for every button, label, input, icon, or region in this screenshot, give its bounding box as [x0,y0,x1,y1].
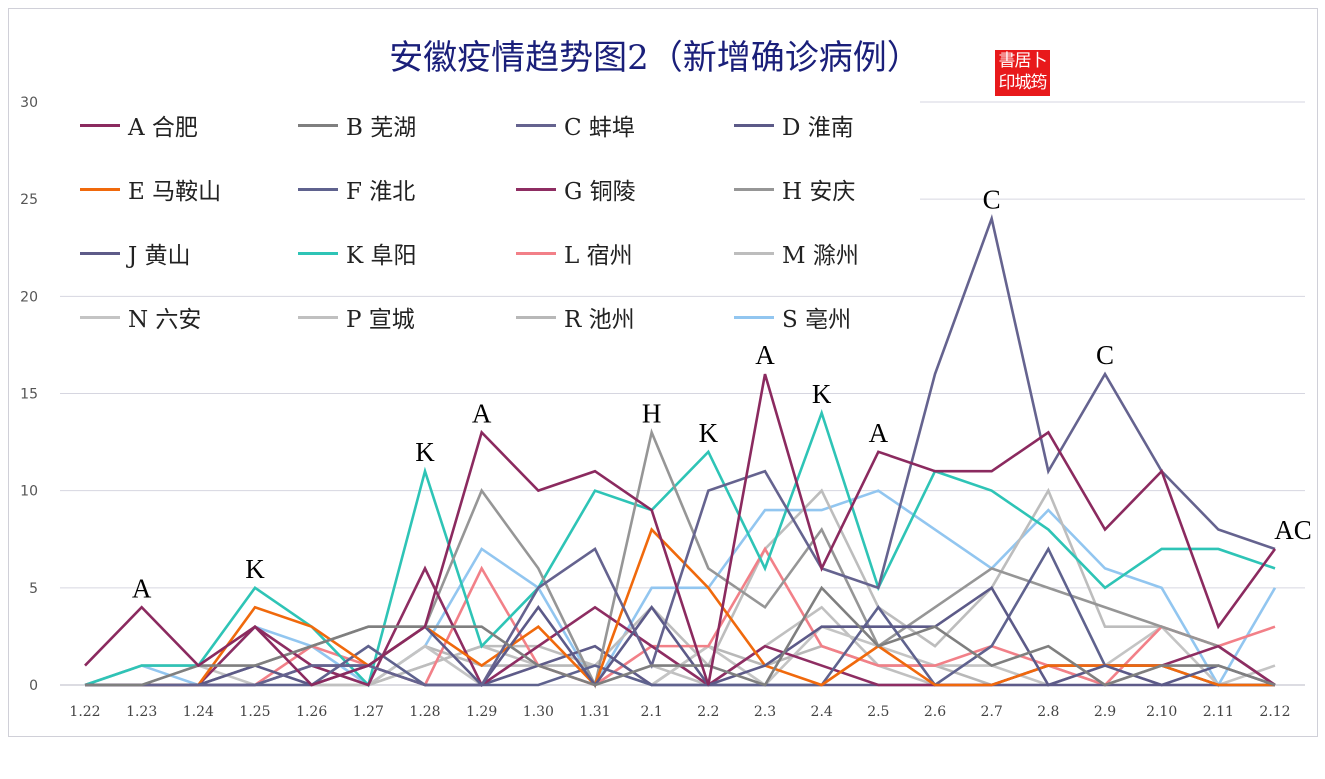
series-line-F [85,546,1275,687]
legend-item: H 安庆 [734,172,855,206]
peak-annotation: AC [1274,515,1312,545]
legend-label: M 滁州 [782,243,859,269]
legend-swatch [734,187,774,191]
legend-swatch [516,315,556,319]
peak-annotation: A [755,340,775,370]
legend-label: H 安庆 [782,179,856,205]
legend-swatch [516,187,556,191]
peak-annotation: K [415,437,435,467]
legend-label: J 黄山 [128,243,191,269]
legend-swatch [80,251,120,255]
x-tick-label: 1.23 [126,704,157,720]
y-tick-label: 15 [20,387,38,403]
legend-label: P 宣城 [346,307,415,333]
x-tick-label: 2.8 [1037,704,1059,720]
x-tick-label: 2.3 [754,704,776,720]
legend-label: G 铜陵 [564,179,636,205]
y-tick-label: 10 [20,484,38,500]
legend-swatch [516,251,556,255]
legend-item: E 马鞍山 [80,172,221,206]
legend-item: S 亳州 [734,300,851,334]
legend-label: L 宿州 [564,243,633,269]
legend-item: B 芜湖 [298,108,416,142]
x-tick-label: 1.27 [353,704,384,720]
legend-swatch [80,123,120,127]
peak-annotation: A [472,398,492,428]
legend-item: A 合肥 [80,108,198,142]
x-tick-label: 1.30 [523,704,554,720]
seal-stamp: 書居卜 印城筠 [995,50,1050,96]
x-tick-label: 2.12 [1259,704,1290,720]
legend-item: D 淮南 [734,108,854,142]
peak-annotation: A [869,418,889,448]
x-tick-label: 2.11 [1203,704,1234,720]
x-tick-label: 2.7 [981,704,1003,720]
legend-item: P 宣城 [298,300,415,334]
series-line-C [85,213,1276,687]
x-tick-label: 2.4 [811,704,833,720]
x-tick-label: 1.26 [296,704,327,720]
legend-label: A 合肥 [128,115,198,141]
legend-item: G 铜陵 [516,172,636,206]
legend-swatch [298,187,338,191]
legend-swatch [80,315,120,319]
legend-item: N 六安 [80,300,201,334]
x-tick-label: 2.9 [1094,704,1116,720]
legend-item: K 阜阳 [298,236,417,270]
legend-item: M 滁州 [734,236,859,270]
legend-label: S 亳州 [782,307,852,333]
chart-title: 安徽疫情趋势图2（新增确诊病例） [389,38,921,78]
legend-swatch [298,315,338,319]
peak-annotation: C [1096,340,1114,370]
x-tick-label: 2.2 [697,704,719,720]
series-line-A [84,373,1277,687]
chart-frame [8,8,1318,737]
x-tick-label: 1.28 [409,704,440,720]
legend-label: R 池州 [564,307,635,333]
legend-label: C 蚌埠 [564,115,635,141]
legend-swatch [734,123,774,127]
x-tick-label: 2.1 [641,704,663,720]
x-tick-label: 2.10 [1146,704,1177,720]
peak-annotation: A [132,573,152,603]
legend-swatch [734,251,774,255]
y-tick-label: 5 [29,581,38,597]
legend-item: J 黄山 [80,236,191,270]
x-tick-label: 1.25 [239,704,270,720]
legend-swatch [298,251,338,255]
legend-label: E 马鞍山 [128,179,222,205]
legend-label: B 芜湖 [346,115,417,141]
legend-item: R 池州 [516,300,635,334]
series-line-S [84,489,1277,688]
y-tick-label: 20 [20,289,38,305]
legend-item: F 淮北 [298,172,415,206]
legend-label: K 阜阳 [346,243,417,269]
legend-label: N 六安 [128,307,202,333]
legend-item: C 蚌埠 [516,108,635,142]
peak-annotation: K [812,379,832,409]
legend-swatch [298,123,338,127]
peak-annotation: K [245,554,265,584]
x-tick-label: 1.31 [579,704,610,720]
legend-swatch [734,315,774,319]
y-tick-label: 0 [29,678,38,694]
peak-annotation: H [642,398,662,428]
x-tick-label: 1.22 [69,704,100,720]
legend-label: D 淮南 [782,115,854,141]
peak-annotation: C [983,185,1001,215]
x-tick-label: 1.24 [183,704,214,720]
legend-item: L 宿州 [516,236,633,270]
y-tick-label: 25 [20,192,38,208]
series-line-K [84,408,1276,688]
x-tick-label: 2.5 [867,704,889,720]
legend-swatch [516,123,556,127]
legend-label: F 淮北 [346,179,416,205]
peak-annotation: K [699,418,719,448]
x-tick-label: 2.6 [924,704,946,720]
y-tick-label: 30 [20,95,38,111]
legend-swatch [80,187,120,191]
x-tick-label: 1.29 [466,704,497,720]
